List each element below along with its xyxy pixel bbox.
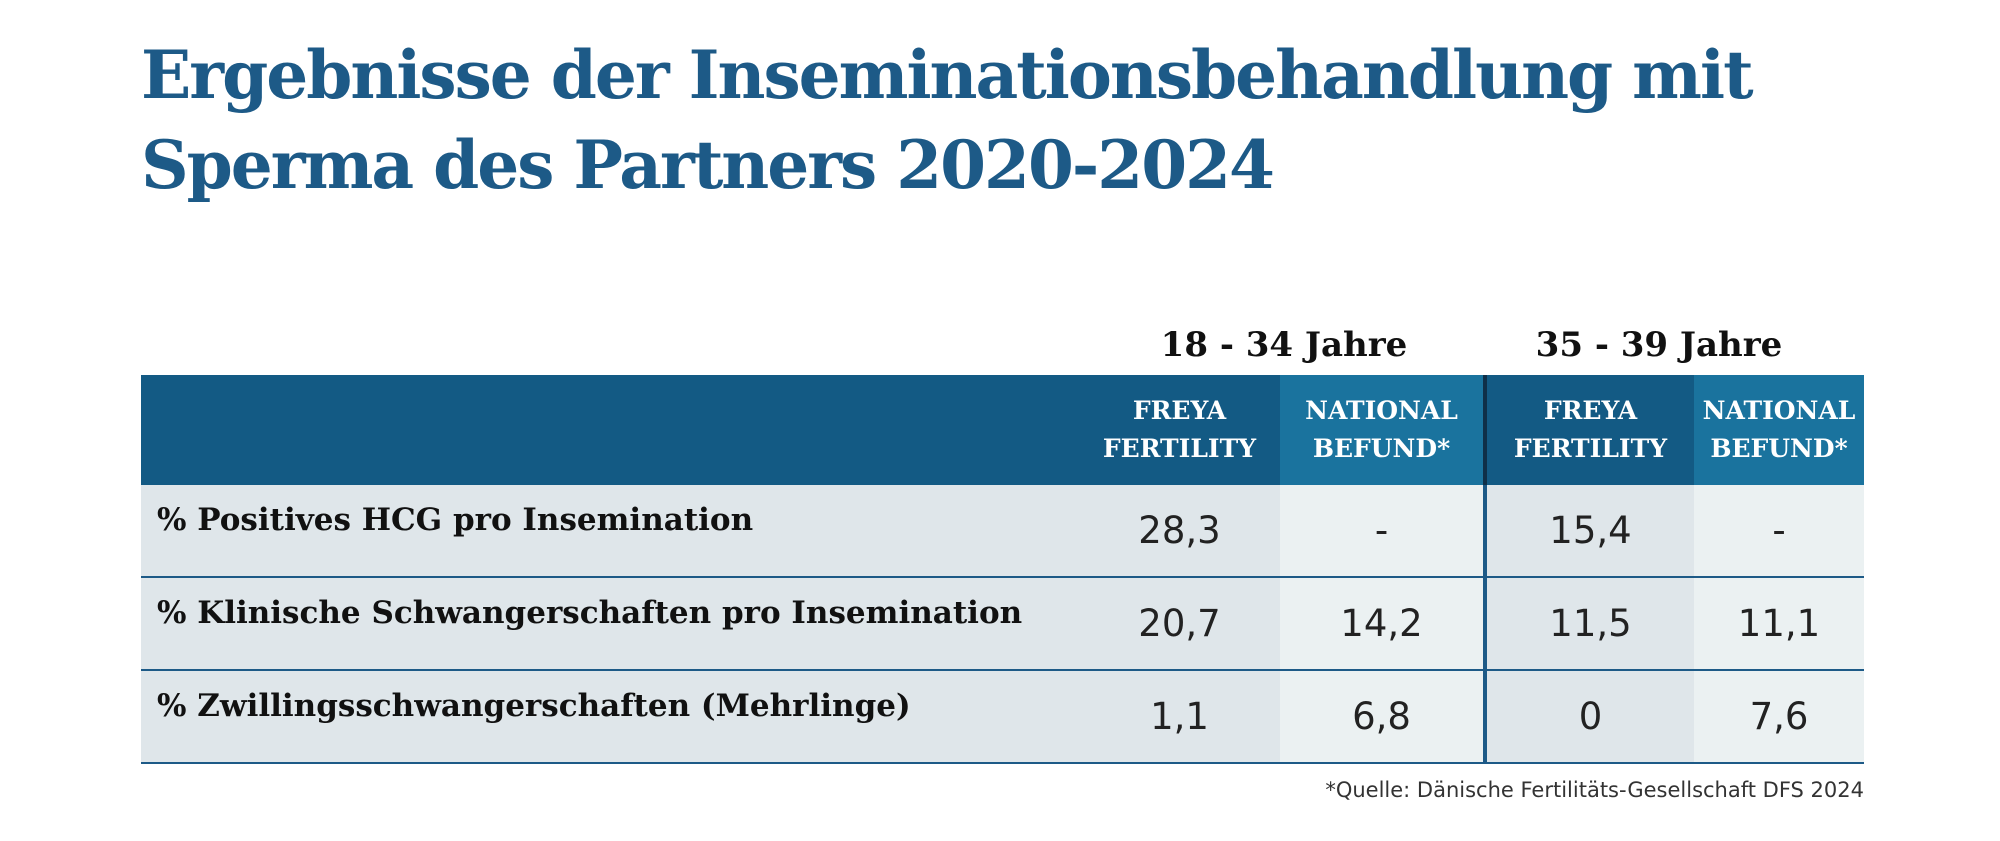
table-cell: 11,5 bbox=[1483, 578, 1694, 669]
header-line: BEFUND* bbox=[1710, 434, 1848, 463]
header-freya-fertility-35-39: FREYA FERTILITY bbox=[1483, 375, 1694, 485]
header-national-befund-18-34: NATIONAL BEFUND* bbox=[1280, 375, 1483, 485]
page-title: Ergebnisse der Inseminationsbehandlung m… bbox=[141, 36, 1754, 204]
table-cell: 1,1 bbox=[1079, 671, 1280, 762]
table-cell: 7,6 bbox=[1694, 671, 1864, 762]
row-label: % Zwillingsschwangerschaften (Mehrlinge) bbox=[141, 671, 1079, 762]
table-header-row: FREYA FERTILITY NATIONAL BEFUND* FREYA F… bbox=[141, 375, 1864, 485]
table-cell: 0 bbox=[1483, 671, 1694, 762]
table-row: % Klinische Schwangerschaften pro Insemi… bbox=[141, 578, 1864, 671]
header-line: NATIONAL bbox=[1702, 396, 1856, 425]
header-line: FREYA bbox=[1132, 396, 1227, 425]
header-national-befund-35-39: NATIONAL BEFUND* bbox=[1694, 375, 1864, 485]
source-footnote: *Quelle: Dänische Fertilitäts-Gesellscha… bbox=[1325, 778, 1864, 802]
age-group-35-39: 35 - 39 Jahre bbox=[1535, 325, 1783, 365]
table-cell: 14,2 bbox=[1280, 578, 1483, 669]
header-line: FERTILITY bbox=[1513, 434, 1668, 463]
table-row: % Positives HCG pro Insemination 28,3 - … bbox=[141, 485, 1864, 578]
table-cell: 6,8 bbox=[1280, 671, 1483, 762]
age-group-18-34: 18 - 34 Jahre bbox=[1160, 325, 1408, 365]
table-cell: 20,7 bbox=[1079, 578, 1280, 669]
header-line: NATIONAL bbox=[1305, 396, 1458, 425]
table-cell: 28,3 bbox=[1079, 485, 1280, 576]
table-row: % Zwillingsschwangerschaften (Mehrlinge)… bbox=[141, 671, 1864, 764]
row-label: % Klinische Schwangerschaften pro Insemi… bbox=[141, 578, 1079, 669]
results-table: FREYA FERTILITY NATIONAL BEFUND* FREYA F… bbox=[141, 375, 1864, 764]
row-label: % Positives HCG pro Insemination bbox=[141, 485, 1079, 576]
table-cell: 15,4 bbox=[1483, 485, 1694, 576]
header-line: BEFUND* bbox=[1312, 434, 1451, 463]
table-cell: - bbox=[1694, 485, 1864, 576]
table-cell: 11,1 bbox=[1694, 578, 1864, 669]
header-empty-cell bbox=[141, 375, 1079, 485]
header-freya-fertility-18-34: FREYA FERTILITY bbox=[1079, 375, 1280, 485]
header-line: FERTILITY bbox=[1102, 434, 1257, 463]
header-line: FREYA bbox=[1543, 396, 1638, 425]
table-cell: - bbox=[1280, 485, 1483, 576]
